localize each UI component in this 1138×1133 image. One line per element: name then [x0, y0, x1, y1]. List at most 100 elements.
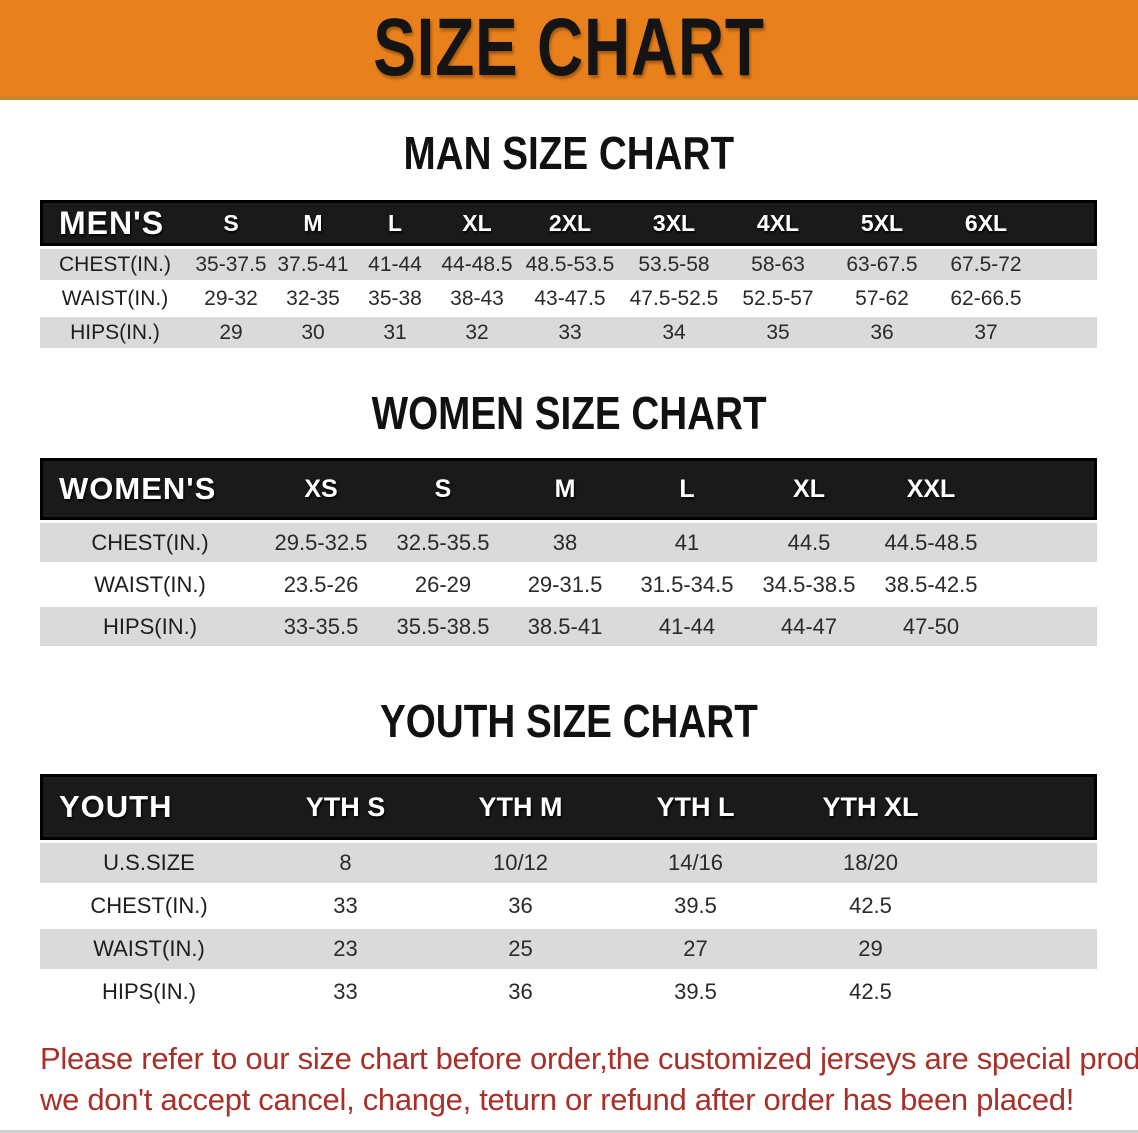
spacer-cell — [958, 969, 1097, 1012]
value-cell: 44-48.5 — [436, 246, 518, 280]
row-label: HIPS(IN.) — [40, 604, 260, 646]
table-row: HIPS(IN.) 33-35.5 35.5-38.5 38.5-41 41-44 44-… — [40, 604, 1097, 646]
value-cell: 30 — [272, 314, 354, 348]
value-cell: 33 — [258, 969, 433, 1012]
column-header: 4XL — [726, 200, 830, 246]
spacer-cell — [992, 604, 1097, 646]
value-cell: 44-47 — [748, 604, 870, 646]
spacer-cell — [958, 840, 1097, 883]
row-label: WAIST(IN.) — [40, 562, 260, 604]
women-section-heading-text: WOMEN SIZE CHART — [371, 387, 767, 439]
value-cell: 33-35.5 — [260, 604, 382, 646]
value-cell: 38 — [504, 520, 626, 562]
spacer-cell — [1038, 246, 1097, 280]
value-cell: 37.5-41 — [272, 246, 354, 280]
value-cell: 32 — [436, 314, 518, 348]
column-header: 2XL — [518, 200, 622, 246]
disclaimer-text: Please refer to our size chart before or… — [40, 1038, 1138, 1120]
value-cell: 47.5-52.5 — [622, 280, 726, 314]
column-header: YTH S — [258, 774, 433, 840]
column-header: L — [354, 200, 436, 246]
row-label: CHEST(IN.) — [40, 883, 258, 926]
row-label: CHEST(IN.) — [40, 246, 190, 280]
row-label: U.S.SIZE — [40, 840, 258, 883]
value-cell: 29.5-32.5 — [260, 520, 382, 562]
value-cell: 38.5-42.5 — [870, 562, 992, 604]
table-row: WAIST(IN.) 23 25 27 29 — [40, 926, 1097, 969]
men-table-header-row: MEN'S S M L XL 2XL 3XL 4XL 5XL 6XL — [40, 200, 1097, 246]
value-cell: 43-47.5 — [518, 280, 622, 314]
value-cell: 34.5-38.5 — [748, 562, 870, 604]
row-label: HIPS(IN.) — [40, 969, 258, 1012]
value-cell: 29 — [190, 314, 272, 348]
value-cell: 33 — [518, 314, 622, 348]
value-cell: 36 — [433, 883, 608, 926]
value-cell: 62-66.5 — [934, 280, 1038, 314]
row-label: HIPS(IN.) — [40, 314, 190, 348]
value-cell: 36 — [433, 969, 608, 1012]
value-cell: 33 — [258, 883, 433, 926]
value-cell: 38-43 — [436, 280, 518, 314]
disclaimer-line-1: Please refer to our size chart before or… — [40, 1041, 1138, 1076]
value-cell: 52.5-57 — [726, 280, 830, 314]
women-section-heading: WOMEN SIZE CHART — [0, 386, 1138, 440]
value-cell: 8 — [258, 840, 433, 883]
spacer-cell — [958, 883, 1097, 926]
table-row: CHEST(IN.) 35-37.5 37.5-41 41-44 44-48.5 48.5… — [40, 246, 1097, 280]
column-header: L — [626, 458, 748, 520]
value-cell: 36 — [830, 314, 934, 348]
value-cell: 10/12 — [433, 840, 608, 883]
value-cell: 44.5-48.5 — [870, 520, 992, 562]
column-header: XL — [748, 458, 870, 520]
youth-size-table: YOUTH YTH S YTH M YTH L YTH XL U.S.SIZE 8 10/1… — [40, 774, 1097, 1012]
column-header: YTH L — [608, 774, 783, 840]
youth-table-header-row: YOUTH YTH S YTH M YTH L YTH XL — [40, 774, 1097, 840]
column-header: YTH M — [433, 774, 608, 840]
column-header: M — [272, 200, 354, 246]
value-cell: 18/20 — [783, 840, 958, 883]
value-cell: 37 — [934, 314, 1038, 348]
value-cell: 39.5 — [608, 883, 783, 926]
column-header: S — [382, 458, 504, 520]
value-cell: 29-31.5 — [504, 562, 626, 604]
column-header: XL — [436, 200, 518, 246]
value-cell: 42.5 — [783, 969, 958, 1012]
value-cell: 25 — [433, 926, 608, 969]
value-cell: 26-29 — [382, 562, 504, 604]
value-cell: 39.5 — [608, 969, 783, 1012]
value-cell: 57-62 — [830, 280, 934, 314]
value-cell: 35-37.5 — [190, 246, 272, 280]
value-cell: 31.5-34.5 — [626, 562, 748, 604]
youth-section-heading-text: YOUTH SIZE CHART — [380, 695, 758, 747]
value-cell: 31 — [354, 314, 436, 348]
column-header: 6XL — [934, 200, 1038, 246]
value-cell: 29-32 — [190, 280, 272, 314]
value-cell: 58-63 — [726, 246, 830, 280]
value-cell: 47-50 — [870, 604, 992, 646]
row-label: WAIST(IN.) — [40, 926, 258, 969]
table-row: U.S.SIZE 8 10/12 14/16 18/20 — [40, 840, 1097, 883]
row-label: CHEST(IN.) — [40, 520, 260, 562]
size-chart-banner: SIZE CHART — [0, 0, 1138, 100]
value-cell: 32-35 — [272, 280, 354, 314]
value-cell: 35 — [726, 314, 830, 348]
table-row: HIPS(IN.) 33 36 39.5 42.5 — [40, 969, 1097, 1012]
men-section-heading: MAN SIZE CHART — [0, 126, 1138, 180]
table-row: WAIST(IN.) 23.5-26 26-29 29-31.5 31.5-34.5 34… — [40, 562, 1097, 604]
table-row: CHEST(IN.) 29.5-32.5 32.5-35.5 38 41 44.5 44.5… — [40, 520, 1097, 562]
row-label: WAIST(IN.) — [40, 280, 190, 314]
value-cell: 34 — [622, 314, 726, 348]
table-group-label: WOMEN'S — [40, 458, 260, 520]
spacer-column — [1038, 200, 1097, 246]
value-cell: 29 — [783, 926, 958, 969]
spacer-cell — [1038, 314, 1097, 348]
column-header: YTH XL — [783, 774, 958, 840]
spacer-cell — [958, 926, 1097, 969]
column-header: 3XL — [622, 200, 726, 246]
value-cell: 42.5 — [783, 883, 958, 926]
table-row: HIPS(IN.) 29 30 31 32 33 34 35 36 37 — [40, 314, 1097, 348]
women-size-table: WOMEN'S XS S M L XL XXL CHEST(IN.) 29.5-32.5 32.… — [40, 458, 1097, 646]
table-group-label: MEN'S — [40, 200, 190, 246]
value-cell: 35-38 — [354, 280, 436, 314]
spacer-cell — [992, 562, 1097, 604]
